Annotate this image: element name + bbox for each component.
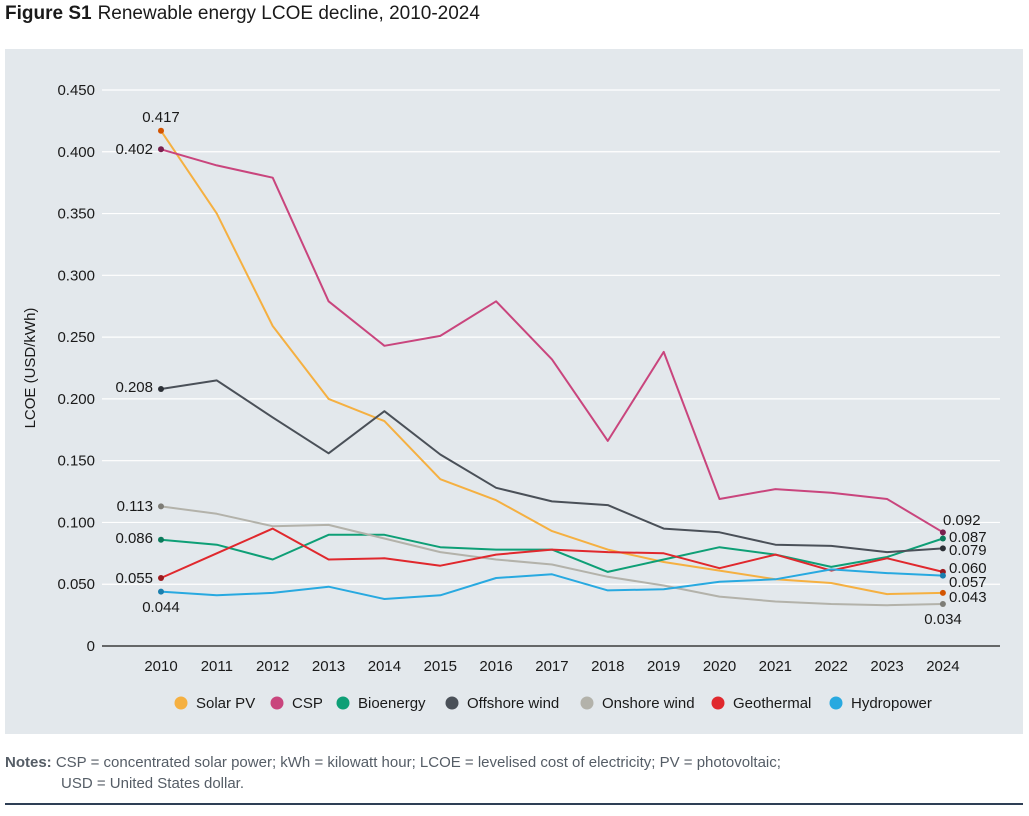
x-tick-label: 2022: [815, 658, 848, 675]
start-marker: [158, 575, 164, 582]
figure-label: Figure S1: [5, 3, 92, 24]
start-value-label: 0.086: [115, 530, 153, 547]
end-marker: [939, 589, 946, 596]
end-marker: [939, 572, 946, 579]
series-line-onshore-wind: [160, 505, 943, 607]
y-tick-label: 0.300: [57, 267, 95, 284]
y-tick-label: 0: [87, 638, 95, 655]
legend-label: Hydropower: [851, 695, 932, 712]
end-value-label: 0.060: [949, 560, 987, 577]
line-chart: 0 0.050 0.100 0.150 0.200 0.250 0.300 0.350 0.40…: [22, 82, 1000, 712]
x-tick-label: 2024: [926, 658, 959, 675]
start-marker: [158, 386, 164, 393]
series-line-bioenergy: [160, 533, 944, 573]
series-line-geothermal: [160, 527, 944, 579]
y-tick-label: 0.350: [57, 206, 95, 223]
legend-swatch: [174, 696, 188, 710]
start-value-label: 0.113: [117, 498, 153, 515]
start-value-label: 0.208: [115, 379, 153, 396]
legend-swatch: [829, 696, 843, 710]
y-tick-label: 0.400: [57, 144, 95, 161]
legend-swatch: [580, 696, 594, 710]
x-tick-label: 2019: [647, 658, 680, 675]
legend-label: Offshore wind: [467, 695, 559, 712]
legend-swatch: [336, 696, 350, 710]
end-value-label: 0.043: [949, 589, 987, 606]
x-tick-label: 2020: [703, 658, 736, 675]
start-value-label: 0.417: [142, 109, 180, 126]
y-tick-label: 0.250: [57, 329, 95, 346]
x-tick-label: 2013: [312, 658, 345, 675]
x-tick-label: 2016: [479, 658, 512, 675]
end-marker: [939, 545, 946, 552]
series-line-offshore-wind: [160, 379, 943, 554]
y-tick-label: 0.050: [57, 576, 95, 593]
legend-swatch: [270, 696, 284, 710]
x-tick-label: 2010: [144, 658, 177, 675]
end-value-label: 0.034: [924, 611, 962, 628]
end-value-label: 0.057: [949, 574, 987, 591]
end-value-label: 0.079: [949, 542, 987, 559]
start-marker: [158, 588, 164, 595]
legend-label: Onshore wind: [602, 695, 695, 712]
chart-panel: [5, 49, 1023, 734]
x-tick-label: 2014: [368, 658, 401, 675]
start-marker: [158, 127, 164, 134]
x-tick-label: 2018: [591, 658, 624, 675]
series-line-solar-pv: [160, 130, 943, 596]
series-line-csp: [160, 148, 944, 534]
notes-line-1: CSP = concentrated solar power; kWh = ki…: [55, 754, 781, 771]
end-value-label: 0.087: [949, 529, 987, 546]
start-value-label: 0.402: [115, 141, 153, 158]
notes-line-2: USD = United States dollar.: [61, 775, 245, 792]
x-tick-label: 2017: [535, 658, 568, 675]
legend-label: Geothermal: [733, 695, 811, 712]
x-tick-label: 2015: [424, 658, 457, 675]
legend-label: Solar PV: [196, 695, 255, 712]
y-tick-label: 0.150: [57, 453, 95, 470]
figure-title: Figure S1 Renewable energy LCOE decline, …: [5, 3, 480, 25]
figure-title-text: Renewable energy LCOE decline, 2010-2024: [97, 3, 480, 24]
notes: Notes: CSP = concentrated solar power; k…: [5, 752, 1005, 794]
legend-swatch: [445, 696, 459, 710]
start-value-label: 0.055: [115, 570, 153, 587]
start-marker: [158, 503, 164, 510]
start-marker: [158, 146, 164, 153]
notes-label: Notes:: [5, 754, 52, 771]
end-value-label: 0.092: [943, 512, 981, 529]
y-tick-label: 0.100: [57, 514, 95, 531]
bottom-rule: [5, 803, 1023, 805]
series-line-hydropower: [160, 568, 943, 600]
start-marker: [158, 536, 164, 543]
legend-label: Bioenergy: [358, 695, 426, 712]
y-axis-title: LCOE (USD/kWh): [22, 308, 39, 429]
legend-swatch: [711, 696, 725, 710]
x-tick-label: 2023: [870, 658, 903, 675]
x-tick-label: 2012: [256, 658, 289, 675]
y-tick-label: 0.450: [57, 82, 95, 99]
x-tick-label: 2011: [201, 658, 233, 675]
start-value-label: 0.044: [142, 599, 180, 616]
end-marker: [939, 529, 946, 536]
end-marker: [939, 600, 946, 607]
end-marker: [939, 535, 946, 542]
x-tick-label: 2021: [759, 658, 792, 675]
legend-label: CSP: [292, 695, 323, 712]
y-tick-label: 0.200: [57, 391, 95, 408]
